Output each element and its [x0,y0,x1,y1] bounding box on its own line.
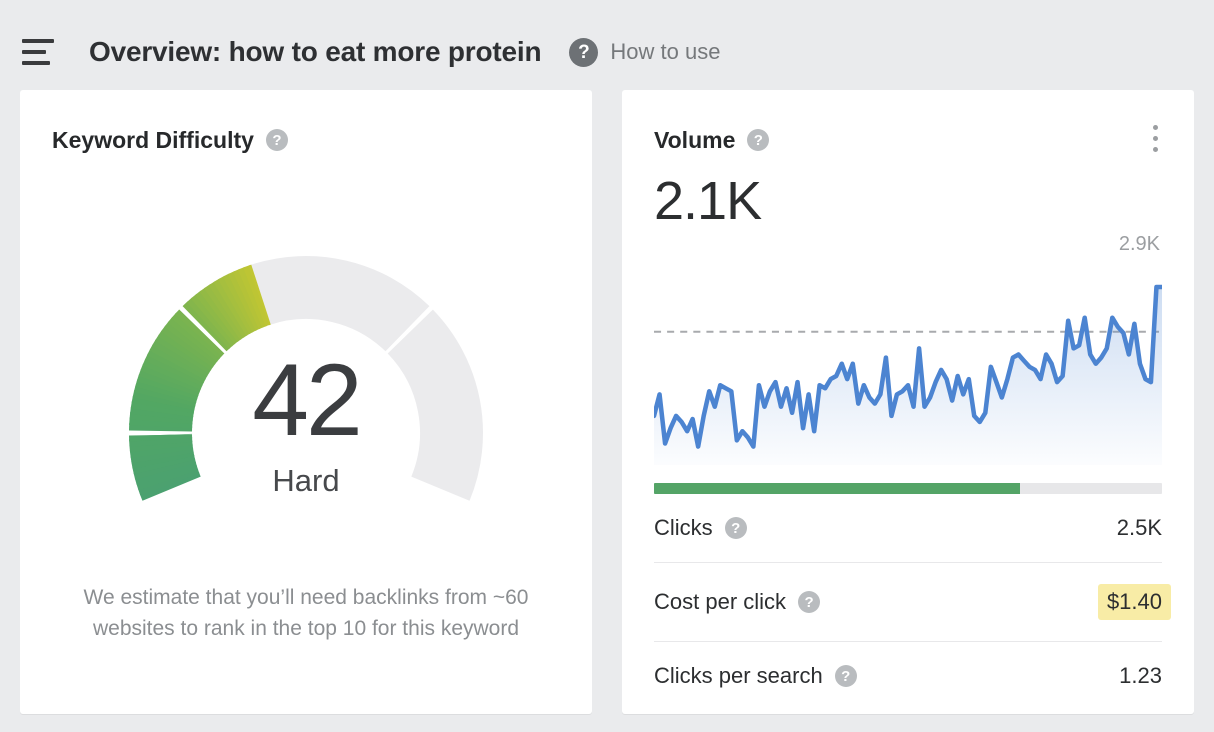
clicks-row: Clicks ? 2.5K [654,494,1162,563]
kd-rating-label: Hard [272,463,340,498]
question-circle-icon[interactable]: ? [724,517,747,539]
kd-score: 42 [252,343,362,457]
kebab-menu-icon[interactable] [1149,123,1162,154]
hamburger-menu-icon[interactable] [22,37,54,67]
volume-card: Volume ? 2.1K 2.9K Clicks ? 2.5K C [622,90,1194,714]
clicks-per-search-row: Clicks per search ? 1.23 [654,642,1162,710]
volume-value: 2.1K [654,171,762,231]
question-circle-icon[interactable]: ? [569,37,599,67]
kd-description: We estimate that you’ll need backlinks f… [83,586,529,640]
clicks-per-search-label: Clicks per search [654,663,823,688]
volume-peak-label: 2.9K [1118,233,1160,255]
page-title: Overview: how to eat more protein [89,36,542,67]
cost-per-click-value: $1.40 [1097,584,1171,620]
volume-card-title: Volume [654,126,736,153]
kd-card-title: Keyword Difficulty [52,126,254,153]
cost-per-click-row: Cost per click ? $1.40 [654,563,1171,642]
question-circle-icon[interactable]: ? [834,665,857,687]
clicks-label: Clicks [654,515,713,540]
clicks-per-search-value: 1.23 [1119,663,1162,688]
metric-rows: Clicks ? 2.5K Cost per click ? $1.40 Cli… [654,494,1171,710]
volume-trend-chart [654,284,1162,465]
question-circle-icon[interactable]: ? [747,129,770,151]
cost-per-click-label: Cost per click [654,589,787,614]
question-circle-icon[interactable]: ? [265,129,288,151]
kd-gauge-chart [129,256,483,501]
question-circle-icon[interactable]: ? [798,591,821,613]
cards-row: Keyword Difficulty ? 42 Hard We estimate… [0,80,1214,714]
page-header: Overview: how to eat more protein ? How … [0,0,1214,80]
volume-progress-track [654,483,1162,494]
keyword-difficulty-card: Keyword Difficulty ? 42 Hard We estimate… [20,90,592,714]
kd-gauge: 42 Hard [126,243,486,509]
clicks-value: 2.5K [1116,515,1162,540]
volume-progress-fill [654,483,1020,494]
how-to-use-link[interactable]: How to use [610,39,721,64]
